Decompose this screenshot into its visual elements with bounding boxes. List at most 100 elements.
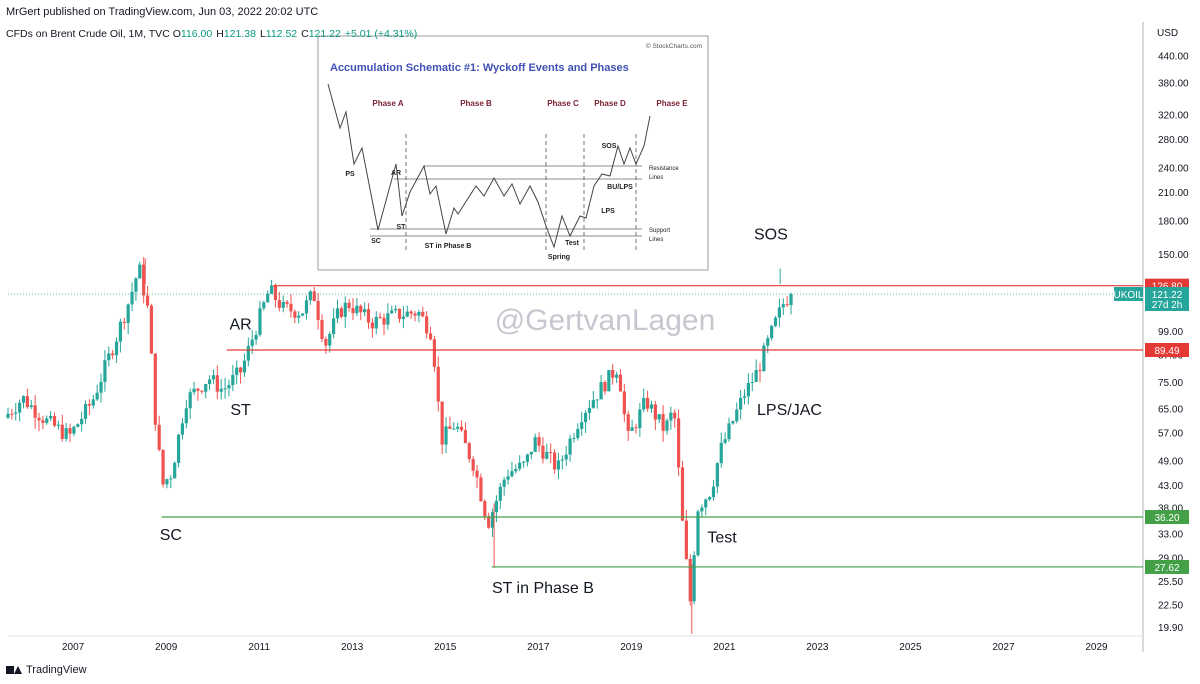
candle-body <box>145 295 150 306</box>
candle-body <box>421 311 425 317</box>
candle-body <box>580 422 584 429</box>
candle-body <box>467 443 471 459</box>
tradingview-footer[interactable]: TradingView <box>6 664 87 676</box>
candle-body <box>754 370 758 382</box>
candle-body <box>335 308 340 319</box>
price-tick-label: 29.00 <box>1158 553 1183 564</box>
candle-body <box>250 339 254 346</box>
candle-body <box>285 301 289 304</box>
time-tick-label: 2025 <box>899 642 922 653</box>
candle-body <box>614 374 619 378</box>
candle-body <box>188 392 192 409</box>
candle-body <box>432 339 437 367</box>
tradingview-brand: TradingView <box>26 664 87 676</box>
time-tick-label: 2007 <box>62 642 85 653</box>
candle-body <box>541 445 545 459</box>
candle-body <box>607 370 611 392</box>
candle-body <box>444 426 448 445</box>
price-tick-label: 280.00 <box>1158 135 1189 146</box>
candle-body <box>777 307 781 318</box>
candle-body <box>409 311 413 314</box>
candle-body <box>428 333 433 340</box>
candle-body <box>262 302 266 309</box>
candle-body <box>704 499 708 508</box>
candle-body <box>308 291 312 301</box>
candles <box>6 256 793 635</box>
candle-body <box>351 308 355 314</box>
support-lines-label-2: Lines <box>649 237 663 243</box>
wyckoff-annotation: ST in Phase B <box>492 580 594 597</box>
candle-body <box>324 338 328 346</box>
candle-body <box>111 353 115 356</box>
inset-credit: © StockCharts.com <box>646 42 702 50</box>
candle-body <box>490 512 495 528</box>
level-tag-label: 27.62 <box>1154 563 1179 574</box>
candle-body <box>758 370 762 372</box>
price-tick-label: 210.00 <box>1158 188 1189 199</box>
level-tag <box>1145 342 1189 357</box>
candle-body <box>576 428 580 438</box>
candle-body <box>157 424 161 450</box>
candle-body <box>68 428 72 434</box>
candle-body <box>475 470 479 478</box>
candle-body <box>359 305 363 313</box>
candle-body <box>587 407 592 413</box>
candle-body <box>677 418 681 468</box>
candle-body <box>95 392 99 400</box>
candle-body <box>394 308 398 311</box>
candle-body <box>642 397 646 410</box>
candle-body <box>355 305 359 314</box>
candle-body <box>204 384 208 392</box>
candle-body <box>471 458 475 471</box>
candle-body <box>343 302 347 317</box>
candle-body <box>583 412 588 423</box>
close-label: C <box>301 28 309 40</box>
wyckoff-annotation: SC <box>160 527 182 544</box>
candle-body <box>328 334 332 346</box>
candle-body <box>211 375 216 380</box>
time-tick-label: 2027 <box>992 642 1015 653</box>
candle-body <box>266 293 270 303</box>
schematic-event-label: BU/LPS <box>607 184 633 191</box>
candle-body <box>382 317 386 325</box>
candle-body <box>731 421 735 424</box>
wyckoff-annotation: Test <box>707 530 737 547</box>
candle-body <box>401 316 405 319</box>
candle-body <box>665 420 669 431</box>
candle-body <box>192 388 196 393</box>
candle-body <box>572 437 576 439</box>
wyckoff-schematic-inset: © StockCharts.com Accumulation Schematic … <box>317 35 709 271</box>
candle-body <box>684 520 688 560</box>
candle-body <box>126 304 130 323</box>
candle-body <box>487 516 491 528</box>
candle-body <box>297 315 301 318</box>
candle-body <box>762 345 766 372</box>
symbol-tag-label: UKOIL <box>1113 290 1143 301</box>
candle-body <box>657 414 661 420</box>
candle-body <box>417 311 421 316</box>
schematic-event-label: ST in Phase B <box>425 243 472 250</box>
candle-body <box>277 300 281 308</box>
phase-label: Phase B <box>460 99 492 108</box>
candle-body <box>552 452 557 470</box>
price-tick-label: 240.00 <box>1158 163 1189 174</box>
candle-body <box>770 325 774 339</box>
candle-body <box>142 264 146 296</box>
candle-body <box>719 442 723 464</box>
candle-body <box>529 451 533 455</box>
wyckoff-annotation: ST <box>230 402 251 419</box>
phase-label: Phase C <box>547 99 579 108</box>
candle-body <box>254 334 258 340</box>
candle-body <box>99 381 103 393</box>
currency-label: USD <box>1157 28 1178 39</box>
candle-body <box>273 285 278 301</box>
candle-body <box>750 381 754 383</box>
candle-body <box>673 412 677 419</box>
candle-body <box>568 438 572 455</box>
candle-body <box>281 301 285 308</box>
candle-body <box>374 316 378 329</box>
candle-body <box>29 405 33 407</box>
price-tick-label: 99.00 <box>1158 327 1183 338</box>
candle-body <box>138 264 142 279</box>
